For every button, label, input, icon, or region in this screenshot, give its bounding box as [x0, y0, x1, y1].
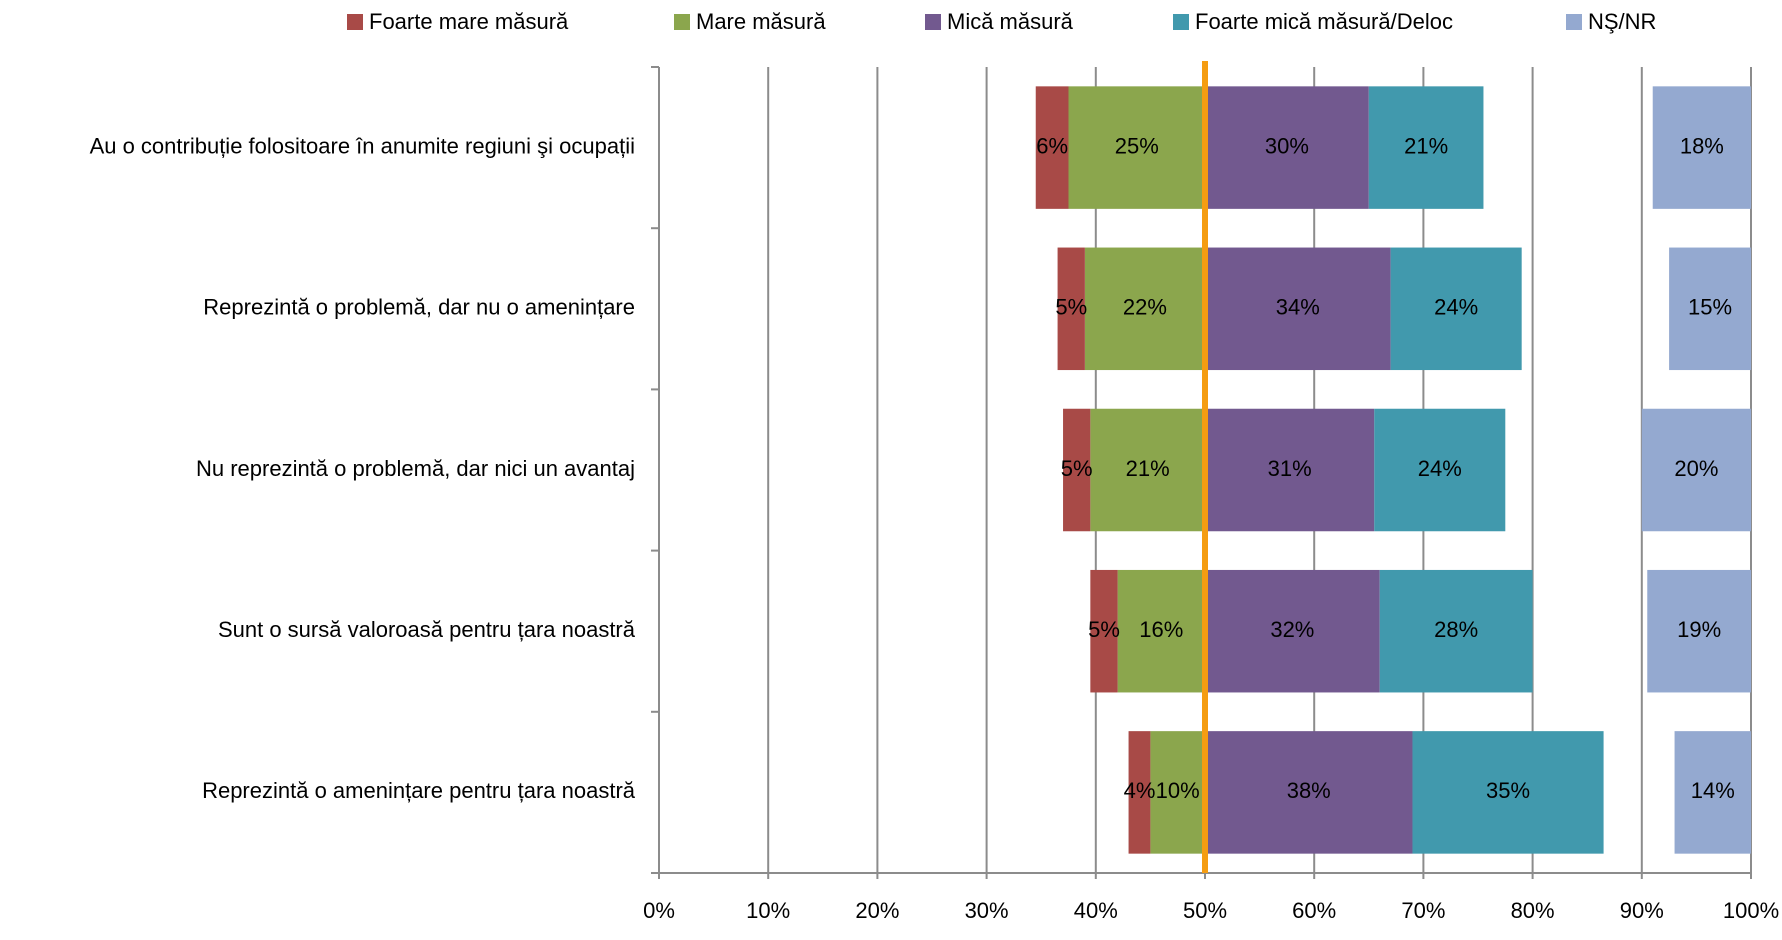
bar-segment [1035, 86, 1069, 209]
data-label: 18% [1680, 133, 1724, 158]
data-label: 30% [1265, 133, 1309, 158]
bar-segment [1390, 247, 1522, 371]
bar-segment [1150, 731, 1205, 854]
category-label: Reprezintă o problemă, dar nu o amenința… [203, 295, 635, 320]
data-label: 5% [1088, 617, 1120, 642]
data-label: 14% [1691, 778, 1735, 803]
legend-swatch [1566, 14, 1582, 30]
category-label: Reprezintă o amenințare pentru țara noas… [202, 778, 636, 803]
x-tick-label: 100% [1723, 898, 1779, 923]
bar-segment [1057, 247, 1085, 371]
data-label: 20% [1674, 456, 1718, 481]
data-label: 32% [1270, 617, 1314, 642]
legend-label: Mare măsură [696, 9, 826, 34]
bar-segment [1412, 731, 1604, 854]
x-tick-label: 80% [1511, 898, 1555, 923]
data-label: 22% [1123, 295, 1167, 320]
legend-swatch [347, 14, 363, 30]
data-label: 10% [1156, 778, 1200, 803]
bar-segment [1068, 86, 1205, 209]
bar-segment [1674, 731, 1751, 854]
bar-segment [1205, 408, 1375, 532]
bar-segment [1374, 408, 1506, 532]
data-label: 28% [1434, 617, 1478, 642]
bar-segment [1205, 569, 1380, 693]
bar-segment [1652, 86, 1751, 209]
bar-segment [1090, 569, 1118, 693]
x-tick-label: 40% [1074, 898, 1118, 923]
data-label: 35% [1486, 778, 1530, 803]
data-label: 16% [1139, 617, 1183, 642]
category-label: Nu reprezintă o problemă, dar nici un av… [196, 456, 635, 481]
legend-swatch [925, 14, 941, 30]
legend-label: NŞ/NR [1588, 9, 1656, 34]
data-label: 21% [1126, 456, 1170, 481]
legend-label: Foarte mare măsură [369, 9, 569, 34]
data-label: 25% [1115, 133, 1159, 158]
x-tick-label: 90% [1620, 898, 1664, 923]
data-label: 4% [1124, 778, 1156, 803]
bar-segment [1368, 86, 1484, 209]
data-label: 21% [1404, 133, 1448, 158]
bar-segment [1379, 569, 1533, 693]
bar-segment [1063, 408, 1091, 532]
bar-segment [1205, 247, 1391, 371]
legend-swatch [1173, 14, 1189, 30]
legend-label: Foarte mică măsură/Deloc [1195, 9, 1453, 34]
legend-swatch [674, 14, 690, 30]
data-label: 24% [1418, 456, 1462, 481]
x-tick-label: 10% [746, 898, 790, 923]
data-label: 19% [1677, 617, 1721, 642]
data-label: 38% [1287, 778, 1331, 803]
x-tick-label: 70% [1401, 898, 1445, 923]
x-tick-label: 50% [1183, 898, 1227, 923]
legend-label: Mică măsură [947, 9, 1074, 34]
data-label: 34% [1276, 295, 1320, 320]
data-label: 5% [1061, 456, 1093, 481]
category-label: Sunt o sursă valoroasă pentru țara noast… [218, 617, 636, 642]
bar-segment [1641, 408, 1751, 532]
data-label: 15% [1688, 295, 1732, 320]
bar-segment [1090, 408, 1205, 532]
bar-segment [1205, 86, 1369, 209]
x-tick-label: 30% [965, 898, 1009, 923]
bar-segment [1205, 731, 1413, 854]
category-label: Au o contribuție folositoare în anumite … [90, 133, 635, 158]
bar-segment [1128, 731, 1151, 854]
data-label: 24% [1434, 295, 1478, 320]
data-label: 5% [1055, 295, 1087, 320]
bar-segment [1117, 569, 1205, 693]
x-tick-label: 0% [643, 898, 675, 923]
bar-segment [1647, 569, 1751, 693]
bar-segment [1084, 247, 1205, 371]
x-tick-label: 60% [1292, 898, 1336, 923]
data-label: 31% [1268, 456, 1312, 481]
x-tick-label: 20% [855, 898, 899, 923]
data-label: 6% [1036, 133, 1068, 158]
bar-segment [1669, 247, 1751, 371]
